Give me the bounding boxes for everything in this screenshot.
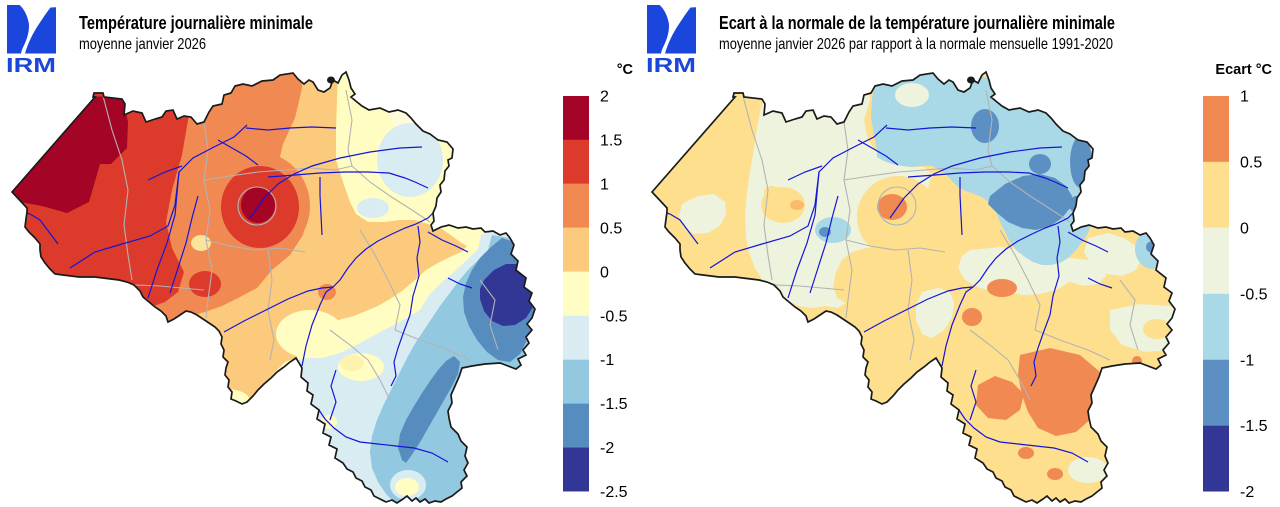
svg-text:-2: -2 [1240, 484, 1254, 501]
svg-text:1: 1 [600, 177, 609, 194]
svg-text:IRM: IRM [647, 55, 696, 75]
svg-text:-0.5: -0.5 [600, 308, 628, 325]
svg-text:0.5: 0.5 [1240, 155, 1262, 172]
svg-text:-1: -1 [1240, 352, 1254, 369]
svg-text:1: 1 [1240, 89, 1249, 106]
svg-text:-1: -1 [600, 352, 614, 369]
svg-text:0: 0 [600, 264, 609, 281]
svg-text:1.5: 1.5 [600, 133, 622, 150]
svg-text:IRM: IRM [7, 55, 56, 75]
svg-text:-2: -2 [600, 440, 614, 457]
svg-text:°C: °C [617, 62, 634, 78]
svg-text:2: 2 [600, 89, 609, 106]
svg-text:0: 0 [1240, 220, 1249, 237]
svg-text:0.5: 0.5 [600, 220, 622, 237]
svg-text:Ecart °C: Ecart °C [1215, 62, 1272, 78]
svg-text:-1.5: -1.5 [1240, 418, 1268, 435]
svg-text:-2.5: -2.5 [600, 484, 628, 501]
svg-text:-0.5: -0.5 [1240, 286, 1268, 303]
svg-text:-1.5: -1.5 [600, 396, 628, 413]
